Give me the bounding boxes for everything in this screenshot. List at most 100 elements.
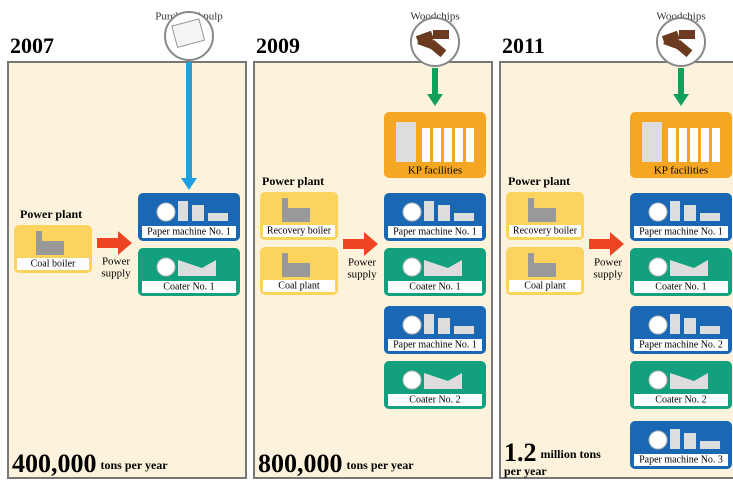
facility-label-bg <box>634 454 728 466</box>
machine-icon <box>156 257 216 277</box>
year: 2011 <box>502 33 545 58</box>
kp-icon <box>712 128 720 162</box>
icon-body <box>670 260 708 276</box>
boiler-label: Recovery boiler <box>267 225 332 236</box>
icon-body <box>192 205 204 221</box>
power-supply: Power <box>594 257 622 269</box>
icon-body <box>178 201 188 221</box>
icon-body <box>178 260 216 276</box>
kp-icon <box>466 128 474 162</box>
kp-icon <box>422 128 430 162</box>
boiler-label-bg <box>509 280 581 292</box>
boiler-label-bg <box>17 258 89 270</box>
woodchip <box>433 30 449 39</box>
icon-roll <box>648 315 668 335</box>
facility-label: Paper machine No. 1 <box>393 339 477 350</box>
capacity-value: 1.2 <box>504 438 537 467</box>
power-arrow <box>589 232 624 256</box>
kp-icon <box>679 128 687 162</box>
icon-body <box>670 429 680 449</box>
icon-roll <box>156 257 176 277</box>
facility-label-bg <box>142 281 236 293</box>
boiler-icon <box>42 241 64 255</box>
icon-body <box>700 326 720 334</box>
kp-label: KP facilities <box>408 165 462 177</box>
icon-body <box>670 201 680 221</box>
machine-icon <box>402 201 474 222</box>
boiler-icon <box>36 231 42 255</box>
icon-roll <box>402 202 422 222</box>
boiler-label: Coal plant <box>278 280 320 291</box>
icon-body <box>684 318 696 334</box>
facility-label-bg <box>388 226 482 238</box>
icon-roll <box>648 257 668 277</box>
kp-icon <box>701 128 709 162</box>
boiler-label-bg <box>509 225 581 237</box>
power-supply: supply <box>101 268 131 280</box>
kp-icon <box>642 122 662 162</box>
flow-arrow-head <box>427 94 443 106</box>
facility-label-bg <box>388 394 482 406</box>
flow-arrow-head <box>181 178 197 190</box>
boiler-icon <box>282 198 288 222</box>
capacity: 800,000 tons per year <box>258 449 414 478</box>
facility-label-bg <box>634 339 728 351</box>
icon-body <box>670 314 680 334</box>
facility-label-bg <box>388 281 482 293</box>
icon-body <box>700 441 720 449</box>
kp-icon <box>433 128 441 162</box>
input-label: Woodchips <box>410 11 459 23</box>
capacity-unit: tons per year <box>347 458 415 472</box>
power-plant-label: Power plant <box>262 174 324 188</box>
power-plant-label: Power plant <box>20 207 82 221</box>
flow-arrow-head <box>673 94 689 106</box>
machine-icon <box>402 370 462 390</box>
facility-label: Paper machine No. 1 <box>393 226 477 237</box>
kp-icon <box>690 128 698 162</box>
facility-label: Coater No. 1 <box>409 281 460 292</box>
year: 2007 <box>10 33 54 58</box>
capacity-value: 400,000 <box>12 449 97 478</box>
icon-body <box>438 318 450 334</box>
icon-body <box>700 213 720 221</box>
machine-icon <box>402 257 462 277</box>
boiler-icon <box>288 263 310 277</box>
year: 2009 <box>256 33 300 58</box>
boiler-label: Recovery boiler <box>513 225 578 236</box>
boiler-label-bg <box>263 225 335 237</box>
flow-arrow <box>432 68 438 96</box>
icon-body <box>454 326 474 334</box>
facility-label: Coater No. 1 <box>163 281 214 292</box>
icon-body <box>454 213 474 221</box>
icon-body <box>424 260 462 276</box>
icon-body <box>438 205 450 221</box>
woodchip <box>674 39 693 58</box>
icon-body <box>424 314 434 334</box>
capacity-unit: tons per year <box>101 458 169 472</box>
capacity-unit: million tons <box>541 447 602 461</box>
icon-roll <box>402 257 422 277</box>
facility-label-bg <box>634 394 728 406</box>
icon-roll <box>402 315 422 335</box>
icon-roll <box>402 370 422 390</box>
power-supply: supply <box>593 269 623 281</box>
facility-label: Paper machine No. 3 <box>639 454 723 465</box>
facility-label-bg <box>388 339 482 351</box>
machine-icon <box>402 314 474 335</box>
capacity: 400,000 tons per year <box>12 449 168 478</box>
boiler-icon <box>282 253 288 277</box>
flow-arrow <box>186 62 192 180</box>
boiler-label-bg <box>263 280 335 292</box>
power-arrow <box>97 231 132 255</box>
icon-roll <box>648 430 668 450</box>
facility-label-bg <box>142 226 236 238</box>
icon-roll <box>156 202 176 222</box>
icon-roll <box>648 202 668 222</box>
kp-icon <box>455 128 463 162</box>
icon-roll <box>648 370 668 390</box>
capacity-value: 800,000 <box>258 449 343 478</box>
woodchip <box>428 39 447 58</box>
boiler-label: Coal boiler <box>31 258 76 269</box>
icon-body <box>208 213 228 221</box>
